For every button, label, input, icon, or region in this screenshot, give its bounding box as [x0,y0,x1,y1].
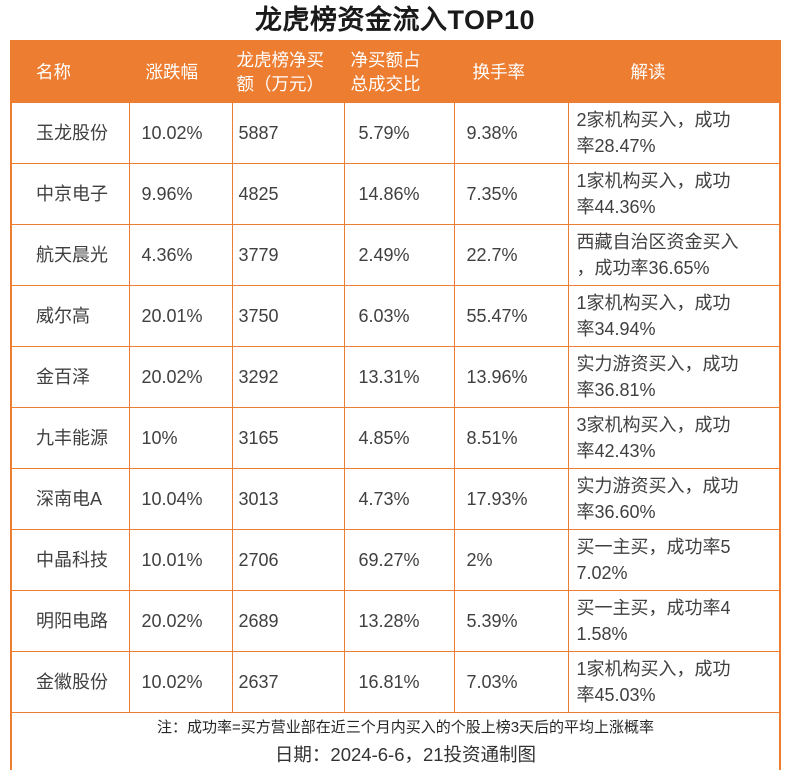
cell-turnover-rate: 5.39% [453,590,569,652]
cell-stock-name: 金百泽 [10,346,130,408]
cell-net-buy-ratio: 2.49% [343,224,455,286]
cell-net-buy-amount: 3750 [231,285,345,347]
cell-interpretation: 1家机构买入，成功率34.94% [567,285,781,347]
cell-interpretation: 西藏自治区资金买入，成功率36.65% [567,224,781,286]
cell-stock-name: 航天晨光 [10,224,130,286]
table-row: 明阳电路 20.02% 2689 13.28% 5.39% 买一主买，成功率41… [10,590,781,652]
cell-change-percent: 10% [128,407,233,469]
table-row: 金百泽 20.02% 3292 13.31% 13.96% 实力游资买入，成功率… [10,346,781,408]
table-row: 中晶科技 10.01% 2706 69.27% 2% 买一主买，成功率57.02… [10,529,781,591]
cell-net-buy-amount: 3165 [231,407,345,469]
table-row: 玉龙股份 10.02% 5887 5.79% 9.38% 2家机构买入，成功率2… [10,102,781,164]
table-row: 金徽股份 10.02% 2637 16.81% 7.03% 1家机构买入，成功率… [10,651,781,713]
table-row: 航天晨光 4.36% 3779 2.49% 22.7% 西藏自治区资金买入，成功… [10,224,781,286]
cell-net-buy-ratio: 14.86% [343,163,455,225]
footnote-date: 日期：2024-6-6，21投资通制图 [274,744,537,765]
header-cell-net-buy-amount: 龙虎榜净买额（万元） [231,40,345,103]
header-cell-change-percent: 涨跌幅 [128,40,233,103]
table-row: 九丰能源 10% 3165 4.85% 8.51% 3家机构买入，成功率42.4… [10,407,781,469]
cell-stock-name: 中晶科技 [10,529,130,591]
cell-net-buy-ratio: 5.79% [343,102,455,164]
footnote-row: 注：成功率=买方营业部在近三个月内买入的个股上榜3天后的平均上涨概率 日期：20… [10,712,781,770]
header-cell-net-buy-ratio: 净买额占总成交比 [343,40,455,103]
cell-turnover-rate: 7.35% [453,163,569,225]
cell-interpretation: 买一主买，成功率57.02% [567,529,781,591]
cell-stock-name: 九丰能源 [10,407,130,469]
cell-turnover-rate: 2% [453,529,569,591]
cell-stock-name: 金徽股份 [10,651,130,713]
cell-net-buy-amount: 4825 [231,163,345,225]
table-row: 威尔高 20.01% 3750 6.03% 55.47% 1家机构买入，成功率3… [10,285,781,347]
cell-turnover-rate: 13.96% [453,346,569,408]
cell-interpretation: 2家机构买入，成功率28.47% [567,102,781,164]
header-cell-name: 名称 [10,40,130,103]
cell-change-percent: 9.96% [128,163,233,225]
cell-net-buy-ratio: 16.81% [343,651,455,713]
page-title: 龙虎榜资金流入TOP10 [254,5,536,35]
cell-net-buy-amount: 2637 [231,651,345,713]
table-header: 名称 涨跌幅 龙虎榜净买额（万元） 净买额占总成交比 换手率 解读 [10,40,781,103]
cell-net-buy-ratio: 4.85% [343,407,455,469]
cell-stock-name: 威尔高 [10,285,130,347]
cell-net-buy-ratio: 13.28% [343,590,455,652]
cell-net-buy-amount: 3292 [231,346,345,408]
cell-interpretation: 1家机构买入，成功率44.36% [567,163,781,225]
cell-change-percent: 20.02% [128,346,233,408]
cell-interpretation: 实力游资买入，成功率36.60% [567,468,781,530]
table-row: 中京电子 9.96% 4825 14.86% 7.35% 1家机构买入，成功率4… [10,163,781,225]
footnote-note: 注：成功率=买方营业部在近三个月内买入的个股上榜3天后的平均上涨概率 [156,719,655,736]
table-header-row: 名称 涨跌幅 龙虎榜净买额（万元） 净买额占总成交比 换手率 解读 [10,40,781,103]
cell-net-buy-ratio: 4.73% [343,468,455,530]
cell-turnover-rate: 9.38% [453,102,569,164]
cell-stock-name: 玉龙股份 [10,102,130,164]
cell-turnover-rate: 17.93% [453,468,569,530]
cell-change-percent: 10.04% [128,468,233,530]
cell-change-percent: 20.01% [128,285,233,347]
top10-table: 名称 涨跌幅 龙虎榜净买额（万元） 净买额占总成交比 换手率 解读 玉龙股份 1… [10,40,781,770]
cell-net-buy-amount: 2706 [231,529,345,591]
cell-net-buy-amount: 3013 [231,468,345,530]
cell-net-buy-ratio: 6.03% [343,285,455,347]
cell-turnover-rate: 55.47% [453,285,569,347]
cell-change-percent: 10.02% [128,651,233,713]
cell-interpretation: 实力游资买入，成功率36.81% [567,346,781,408]
cell-stock-name: 中京电子 [10,163,130,225]
table-body: 玉龙股份 10.02% 5887 5.79% 9.38% 2家机构买入，成功率2… [10,102,781,770]
cell-net-buy-amount: 3779 [231,224,345,286]
cell-change-percent: 10.02% [128,102,233,164]
cell-turnover-rate: 8.51% [453,407,569,469]
cell-stock-name: 深南电A [10,468,130,530]
cell-interpretation: 买一主买，成功率41.58% [567,590,781,652]
cell-net-buy-amount: 5887 [231,102,345,164]
cell-turnover-rate: 7.03% [453,651,569,713]
cell-interpretation: 3家机构买入，成功率42.43% [567,407,781,469]
cell-interpretation: 1家机构买入，成功率45.03% [567,651,781,713]
cell-change-percent: 20.02% [128,590,233,652]
header-cell-turnover-rate: 换手率 [453,40,569,103]
footnote-cell: 注：成功率=买方营业部在近三个月内买入的个股上榜3天后的平均上涨概率 日期：20… [10,712,781,770]
cell-net-buy-amount: 2689 [231,590,345,652]
cell-net-buy-ratio: 69.27% [343,529,455,591]
cell-turnover-rate: 22.7% [453,224,569,286]
cell-stock-name: 明阳电路 [10,590,130,652]
cell-net-buy-ratio: 13.31% [343,346,455,408]
cell-change-percent: 4.36% [128,224,233,286]
table-row: 深南电A 10.04% 3013 4.73% 17.93% 实力游资买入，成功率… [10,468,781,530]
header-cell-interpretation: 解读 [567,40,781,103]
cell-change-percent: 10.01% [128,529,233,591]
